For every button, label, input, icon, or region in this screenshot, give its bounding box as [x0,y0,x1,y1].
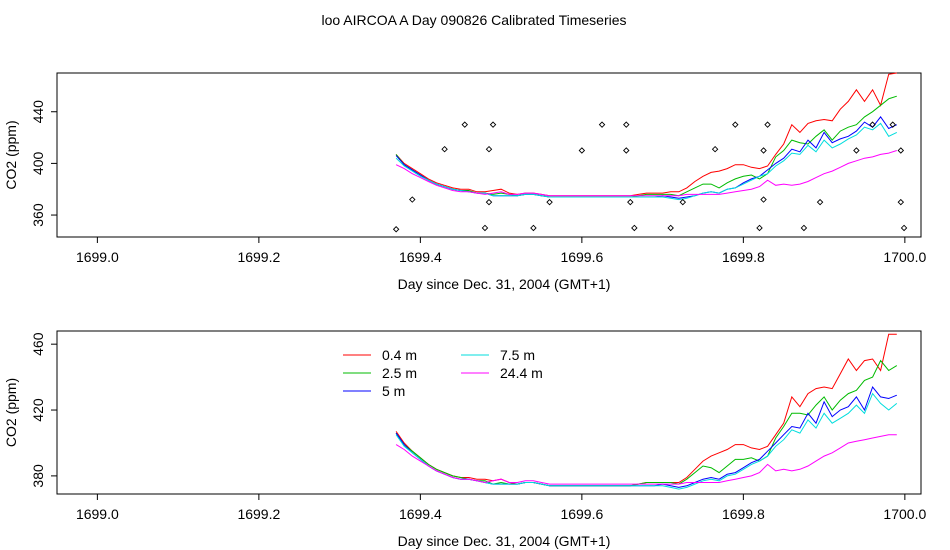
legend-label: 24.4 m [500,365,543,381]
legend-label: 5 m [382,383,405,399]
data-point-marker [667,224,674,232]
data-point-marker [816,198,824,206]
bottom-panel: 1699.0 1699.2 1699.4 1699.6 1699.8 1700.0 380 4… [3,330,926,549]
data-point-marker [461,121,469,128]
y-axis-label: CO2 (ppm) [3,378,19,447]
plot-frame [56,330,922,495]
data-point-marker [711,145,719,153]
data-point-marker [800,224,808,232]
legend: 0.4 m 2.5 m 5 m 7.5 m 24.4 m [343,347,543,399]
series-line [395,385,897,488]
series-line [395,434,897,485]
legend-label: 7.5 m [500,347,535,363]
data-point-marker [489,121,497,128]
top-panel: 1699.0 1699.2 1699.4 1699.6 1699.8 1700.0 360 4… [3,72,926,292]
data-point-marker [598,121,606,128]
y-tick-label: 440 [30,100,46,124]
data-point-marker [631,224,638,232]
data-point-marker [578,147,586,154]
series-line [395,95,897,198]
y-tick-label: 460 [30,332,46,356]
x-tick-label: 1699.4 [399,249,442,265]
data-point-marker [392,226,400,233]
data-point-marker [869,121,876,128]
data-point-marker [732,121,739,128]
data-point-marker [441,145,448,153]
x-tick-label: 1699.4 [399,506,442,522]
data-point-marker [546,198,553,206]
data-point-marker [764,121,771,128]
data-point-marker [760,196,767,203]
series-line [395,72,897,197]
series-line [395,150,897,197]
x-tick-label: 1699.2 [237,506,280,522]
series-line [395,359,898,487]
series-line [395,333,897,487]
x-axis-label: Day since Dec. 31, 2004 (GMT+1) [398,276,611,292]
data-point-marker [530,224,537,232]
y-tick-label: 400 [30,152,46,176]
data-point-marker [853,147,860,154]
x-tick-label: 1699.6 [560,249,603,265]
data-point-marker [900,224,908,232]
series-line [395,116,898,199]
y-tick-label: 380 [30,464,46,488]
x-tick-label: 1699.8 [722,506,765,522]
series-line [395,122,898,201]
legend-label: 0.4 m [382,347,417,363]
x-tick-label: 1699.8 [722,249,765,265]
data-point-marker [889,121,896,128]
plot-frame [56,72,922,238]
data-point-marker [627,198,634,206]
data-point-marker [409,196,416,203]
x-tick-label: 1699.2 [237,249,280,265]
data-point-marker [623,147,630,154]
x-tick-label: 1700.0 [883,506,926,522]
data-point-marker [897,198,905,206]
y-tick-label: 420 [30,398,46,422]
x-tick-label: 1700.0 [883,249,926,265]
data-point-marker [897,147,905,154]
figure-title: loo AIRCOA A Day 090826 Calibrated Times… [321,12,626,28]
x-tick-label: 1699.6 [560,506,603,522]
data-point-marker [481,224,489,232]
x-axis-label: Day since Dec. 31, 2004 (GMT+1) [398,533,611,549]
x-tick-label: 1699.0 [76,506,119,522]
y-axis-label: CO2 (ppm) [3,120,19,189]
legend-label: 2.5 m [382,365,417,381]
x-tick-label: 1699.0 [76,249,119,265]
data-point-marker [756,224,763,232]
y-tick-label: 360 [30,203,46,227]
data-point-marker [485,145,493,153]
data-point-marker [485,198,493,206]
data-point-marker [679,198,687,206]
data-point-marker [623,121,630,128]
data-point-marker [760,147,767,154]
